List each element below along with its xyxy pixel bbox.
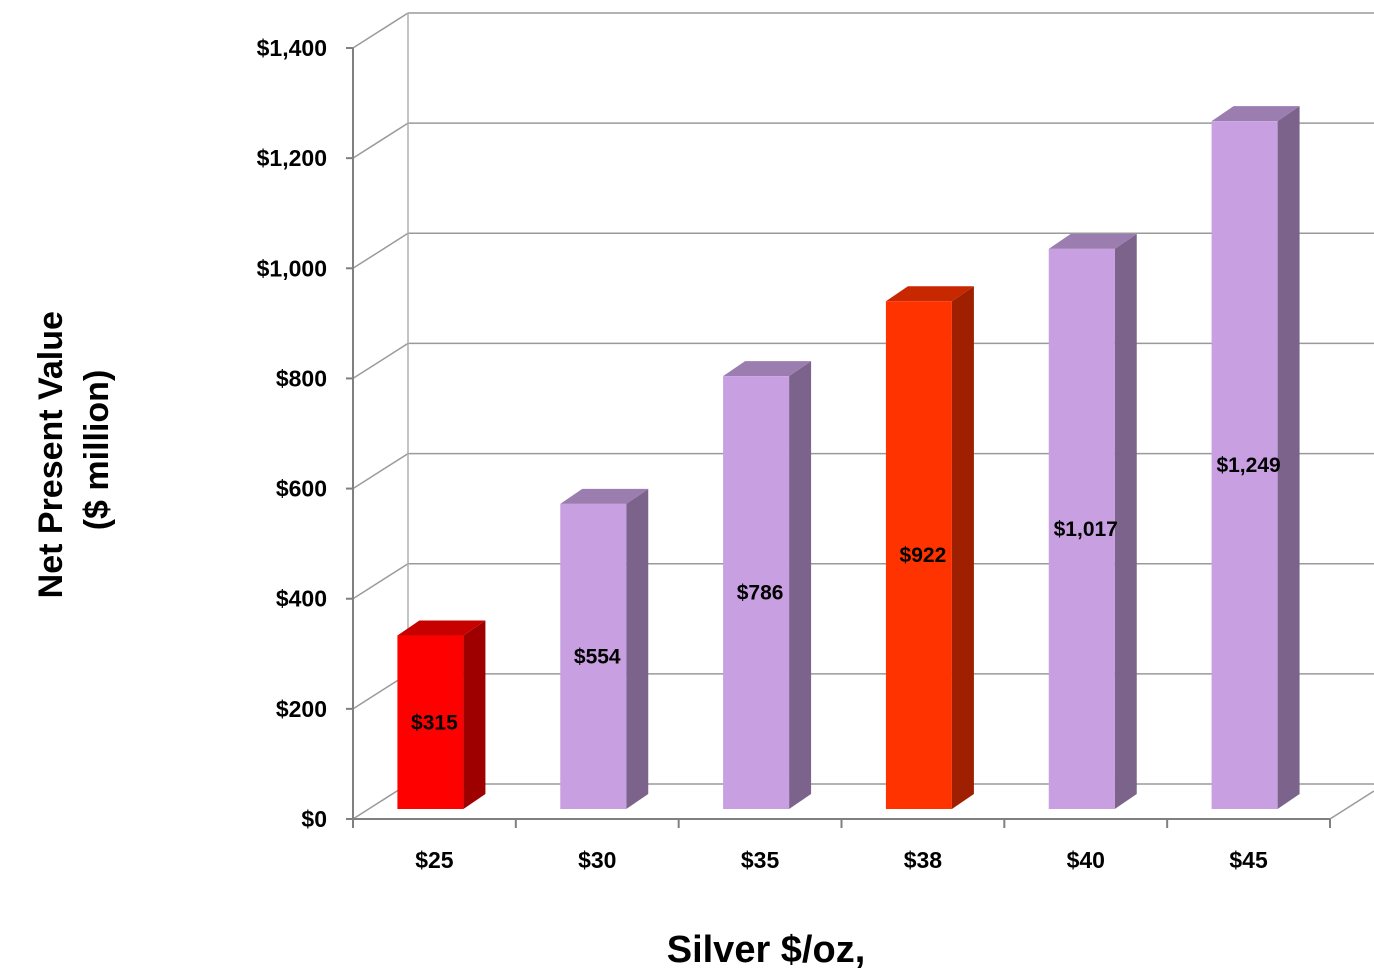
x-tick-label: $40 xyxy=(1067,847,1105,873)
y-tick-label: $1,400 xyxy=(257,35,327,61)
bar xyxy=(1048,233,1137,809)
bar-top xyxy=(723,361,812,377)
bar-side xyxy=(1114,233,1137,809)
y-axis-title: Net Present Value ($ million) xyxy=(32,302,116,599)
data-label: $315 xyxy=(411,711,458,734)
bar-front xyxy=(1211,121,1278,810)
bar-side xyxy=(1277,106,1300,810)
gridline-diagonal xyxy=(352,232,409,269)
bar-front xyxy=(723,376,790,809)
gridline-diagonal xyxy=(352,122,409,159)
gridline-diagonal xyxy=(352,12,409,49)
data-labels: $315 $554 $786 $922 $1,017 $1,249 xyxy=(411,454,1281,734)
data-label: $1,249 xyxy=(1216,454,1280,477)
gridline-diagonal xyxy=(352,342,409,380)
x-tick-label: $25 xyxy=(415,847,454,873)
bar-side xyxy=(626,488,649,809)
bar-front xyxy=(1048,248,1115,809)
y-tick-label: $600 xyxy=(276,476,327,502)
gridline-diagonal xyxy=(352,452,409,490)
bar xyxy=(397,620,486,809)
x-tick-label: $45 xyxy=(1229,847,1268,873)
bar xyxy=(560,488,649,809)
x-tick-label: $35 xyxy=(741,847,780,873)
gridline-diagonal xyxy=(352,563,409,600)
bar-top xyxy=(885,286,974,302)
bar-front xyxy=(560,503,627,809)
x-tick-label: $30 xyxy=(578,847,616,873)
data-label: $1,017 xyxy=(1054,518,1118,541)
y-axis-title-line-2: ($ million) xyxy=(78,370,116,531)
y-tick-label: $1,200 xyxy=(257,145,327,171)
bar xyxy=(723,361,812,809)
data-label: $786 xyxy=(737,582,784,605)
bars xyxy=(397,106,1300,810)
bar-top xyxy=(1211,106,1300,122)
bar-side xyxy=(951,286,974,809)
bar-top xyxy=(1048,233,1137,249)
y-tick-label: $200 xyxy=(276,696,327,722)
bar-front xyxy=(397,635,464,809)
bar-top xyxy=(560,488,649,504)
data-label: $922 xyxy=(900,544,947,567)
y-tick-labels: $0 $200 $400 $600 $800 $1,000 $1,200 $1,400 xyxy=(257,35,327,832)
bar xyxy=(1211,106,1300,810)
y-tick-label: $0 xyxy=(301,806,327,832)
bar-top xyxy=(397,620,486,636)
x-axis-title: Silver $/oz, xyxy=(667,929,866,971)
bar xyxy=(885,286,974,809)
y-tick-label: $400 xyxy=(276,586,327,612)
x-tick-label: $38 xyxy=(904,847,943,873)
data-label: $554 xyxy=(574,645,621,668)
bar-side xyxy=(789,361,812,809)
floor-edge xyxy=(1329,790,1374,820)
y-tick-label: $1,000 xyxy=(257,255,327,281)
x-tick-labels: $25 $30 $35 $38 $40 $45 xyxy=(415,847,1268,873)
y-tick-label: $800 xyxy=(276,365,327,391)
y-axis-title-line-1: Net Present Value xyxy=(32,311,70,598)
bar-side xyxy=(463,620,486,809)
bar-front xyxy=(885,301,952,809)
